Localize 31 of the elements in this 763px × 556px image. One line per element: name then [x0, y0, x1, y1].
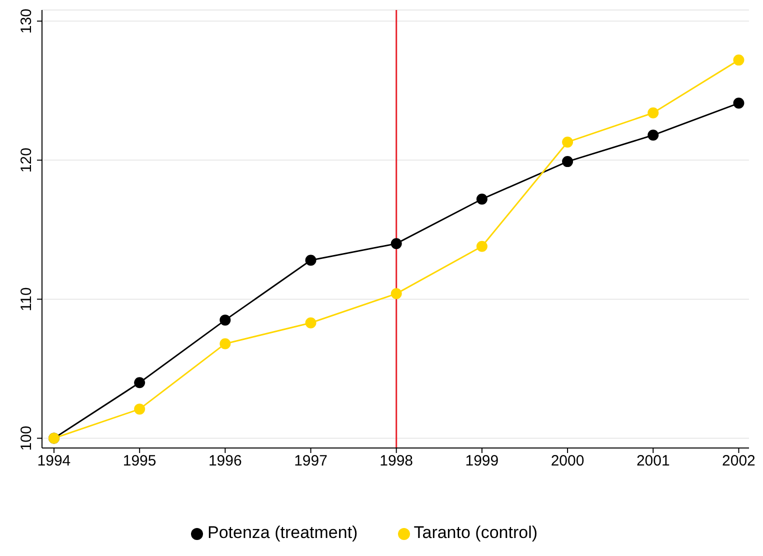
point — [648, 107, 659, 118]
y-tick-label: 110 — [18, 287, 35, 312]
x-tick-label: 1997 — [294, 452, 328, 470]
point — [134, 404, 146, 415]
point — [220, 338, 231, 350]
legend-label: Potenza (treatment) — [207, 523, 358, 542]
x-tick-label: 1995 — [122, 452, 156, 470]
point — [648, 130, 659, 141]
x-tick-label: 1994 — [37, 452, 71, 470]
x-tick-label: 2000 — [550, 452, 584, 470]
point — [134, 377, 146, 388]
y-tick-label: 100 — [18, 426, 35, 451]
point — [733, 54, 744, 66]
y-tick-label: 120 — [18, 148, 35, 173]
x-tick-label: 2002 — [722, 452, 756, 470]
x-tick-label: 1999 — [465, 452, 499, 470]
point — [562, 156, 574, 168]
point — [733, 98, 744, 109]
point — [476, 240, 488, 252]
point — [305, 317, 316, 328]
point — [390, 238, 402, 250]
x-tick-label: 1996 — [208, 452, 242, 470]
point — [390, 288, 402, 300]
x-tick-label: 1998 — [380, 452, 414, 470]
point — [220, 314, 231, 326]
x-tick-label: 2001 — [636, 452, 670, 470]
y-tick-label: 130 — [18, 8, 35, 34]
legend-label: Taranto (control) — [414, 523, 538, 542]
point — [305, 254, 316, 266]
point — [562, 136, 574, 148]
point — [476, 194, 488, 205]
